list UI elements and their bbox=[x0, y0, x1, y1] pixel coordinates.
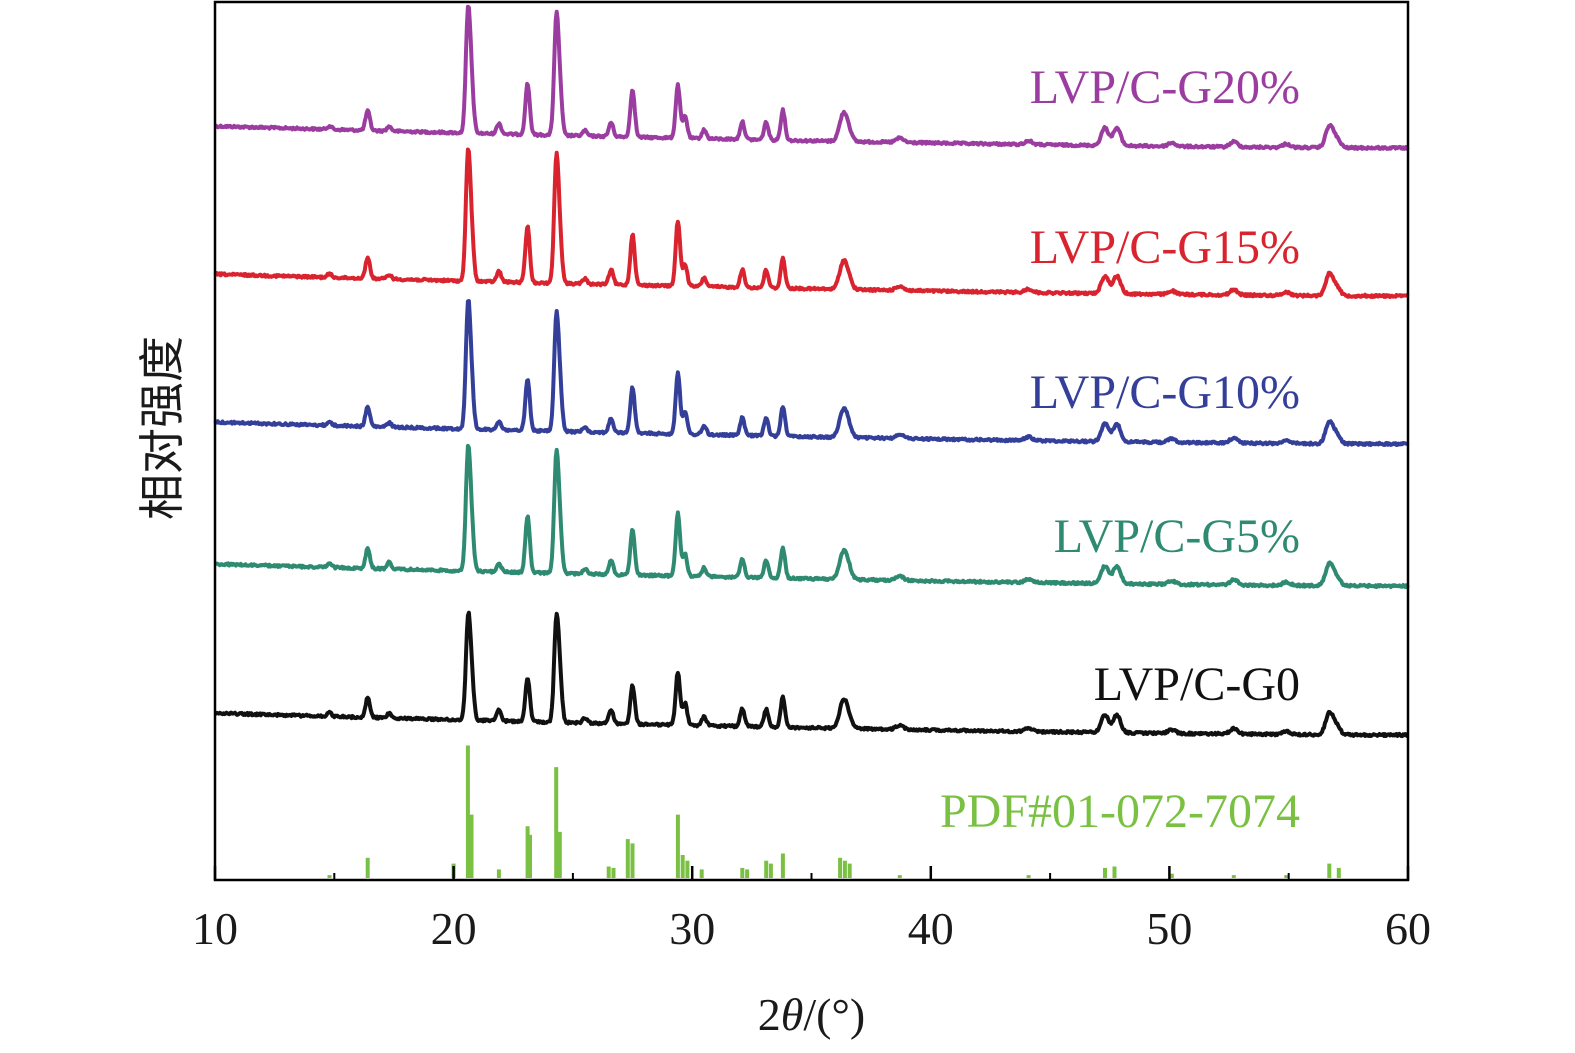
x-axis-title: 2θ/(°) bbox=[758, 989, 865, 1040]
x-tick-label: 30 bbox=[669, 903, 715, 954]
series-line bbox=[214, 443, 1410, 590]
series-line bbox=[214, 610, 1409, 739]
series-label: LVP/C-G10% bbox=[1030, 366, 1300, 419]
series-line bbox=[213, 4, 1410, 151]
series-labels: LVP/C-G20% LVP/C-G15% LVP/C-G10% LVP/C-G5% L… bbox=[940, 61, 1300, 838]
series-label: LVP/C-G15% bbox=[1030, 221, 1300, 274]
series-label: LVP/C-G0 bbox=[1094, 658, 1300, 711]
x-tick-label: 20 bbox=[431, 903, 477, 954]
series-line bbox=[213, 299, 1410, 447]
reference-label: PDF#01-072-7074 bbox=[940, 785, 1300, 838]
x-tick-label: 60 bbox=[1385, 903, 1431, 954]
series-label: LVP/C-G20% bbox=[1030, 61, 1300, 114]
series-layer bbox=[213, 4, 1410, 739]
plot-area: 10 20 30 40 50 60 LVP/C-G20%LVP/C-G15%LVP/C-G… bbox=[192, 0, 1431, 954]
x-axis-ticks: 10 20 30 40 50 60 bbox=[192, 866, 1431, 954]
x-tick-label: 40 bbox=[908, 903, 954, 954]
x-tick-label: 10 bbox=[192, 903, 238, 954]
reference-pattern bbox=[327, 745, 1341, 878]
x-tick-label: 50 bbox=[1146, 903, 1192, 954]
series-label: LVP/C-G5% bbox=[1054, 510, 1300, 563]
series-line bbox=[213, 147, 1410, 299]
y-axis-title: 相对强度 bbox=[137, 336, 188, 520]
